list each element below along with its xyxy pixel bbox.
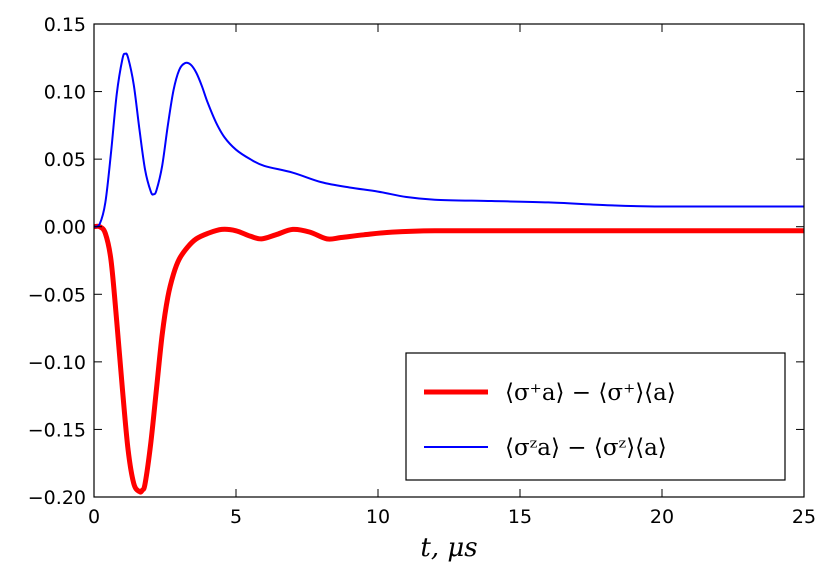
- y-tick-label: −0.20: [28, 487, 86, 509]
- legend-label-series-2: ⟨σᶻa⟩ − ⟨σᶻ⟩⟨a⟩: [505, 435, 667, 461]
- x-tick-label: 10: [366, 506, 390, 528]
- series-line-1: [93, 223, 804, 495]
- y-tick-label: −0.05: [28, 284, 86, 306]
- x-tick-label: 25: [792, 506, 816, 528]
- series-line-2: [93, 52, 805, 228]
- y-tick-label: −0.10: [28, 352, 86, 374]
- y-tick-label: −0.15: [28, 419, 86, 441]
- x-axis-label: t, μs: [420, 533, 477, 563]
- y-tick-label: 0.10: [44, 82, 86, 104]
- y-tick-label: 0.05: [44, 149, 86, 171]
- y-tick-label: 0.15: [44, 14, 86, 36]
- legend-box: [405, 352, 786, 481]
- x-tick-label: 20: [650, 506, 674, 528]
- y-tick-label: 0.00: [44, 217, 86, 239]
- x-tick-label: 15: [508, 506, 532, 528]
- x-tick-label: 5: [230, 506, 242, 528]
- plot-frame: [93, 23, 805, 498]
- series-layer: [93, 52, 805, 495]
- legend-label-series-1: ⟨σ⁺a⟩ − ⟨σ⁺⟩⟨a⟩: [505, 380, 676, 406]
- tick-layer: 0 5 10 15 20 25 0.15 0.10 0.05 0.00 −0.05 −0.10 −0.1…: [28, 14, 816, 528]
- legend: ⟨σ⁺a⟩ − ⟨σ⁺⟩⟨a⟩ ⟨σᶻa⟩ − ⟨σᶻ⟩⟨a⟩: [405, 352, 786, 481]
- x-tick-label: 0: [88, 506, 100, 528]
